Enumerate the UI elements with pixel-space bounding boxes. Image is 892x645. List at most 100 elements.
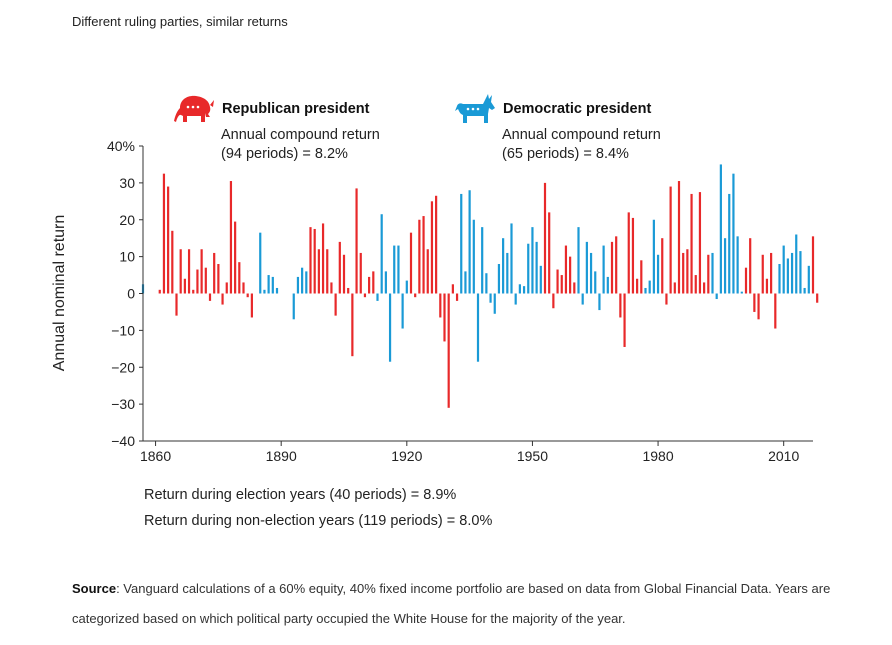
democratic-bar-1942 (497, 264, 501, 294)
republican-bar-1873 (208, 293, 212, 301)
x-tick-label-1860: 1860 (140, 448, 171, 464)
source-label: Source (72, 581, 117, 596)
republican-bar-1956 (556, 269, 559, 294)
democratic-bar-1893 (292, 293, 295, 320)
y-tick-label-4: 0 (127, 286, 135, 302)
republican-bar-1863 (167, 186, 170, 294)
republican-bar-1899 (317, 249, 320, 294)
republican-bar-1926 (430, 201, 434, 294)
democratic-bar-1996 (723, 238, 727, 294)
republican-bar-1924 (422, 216, 425, 294)
republican-bar-1960 (573, 282, 576, 294)
republican-bar-1872 (204, 267, 207, 294)
democratic-bar-2015 (803, 287, 806, 294)
democratic-bar-1913 (376, 293, 379, 301)
democratic-bar-1950 (531, 227, 534, 294)
democratic-bar-1934 (464, 271, 467, 294)
republican-bar-1957 (560, 275, 563, 294)
democratic-bar-1965 (594, 271, 597, 294)
democratic-bar-1918 (397, 245, 400, 294)
y-tick-label-6: −20 (111, 359, 135, 375)
democratic-bar-1936 (472, 219, 475, 294)
republican-bar-1898 (313, 228, 316, 294)
republican-bar-2018 (816, 293, 819, 303)
x-tick-label-1920: 1920 (391, 448, 422, 464)
democratic-bar-1948 (522, 286, 526, 294)
republican-bar-1904 (338, 241, 341, 294)
republican-bar-1879 (234, 221, 237, 294)
republican-bar-1969 (610, 241, 614, 294)
y-tick-label-3: 10 (119, 249, 135, 265)
x-tick-label-1890: 1890 (266, 448, 297, 464)
democratic-bar-1995 (719, 164, 722, 294)
republican-bar-1909 (359, 252, 362, 294)
republican-bar-2007 (770, 252, 773, 294)
democratic-bar-1944 (506, 252, 509, 294)
democratic-bar-1933 (460, 193, 463, 294)
democratic-bar-1917 (393, 245, 396, 294)
democratic-bar-1952 (539, 265, 542, 294)
republican-bar-2003 (753, 293, 756, 312)
republican-bar-1990 (698, 192, 702, 294)
republican-bar-1922 (414, 293, 417, 298)
republican-bar-1880 (238, 262, 241, 294)
page-title: Different ruling parties, similar return… (72, 14, 288, 29)
republican-bar-2006 (765, 278, 769, 294)
democratic-bar-1939 (485, 273, 488, 294)
democratic-bar-1968 (606, 276, 609, 294)
republican-bar-1973 (627, 212, 630, 294)
democratic-bar-2012 (790, 252, 794, 294)
democratic-bar-1949 (527, 243, 530, 294)
republican-bar-1988 (690, 193, 693, 294)
republican-bar-1874 (213, 252, 216, 294)
republican-bar-2004 (757, 293, 760, 320)
democratic-bar-1935 (468, 190, 471, 294)
republican-bar-1953 (543, 182, 547, 294)
legend-republican-label: Republican president (222, 101, 370, 117)
x-tick-label-1950: 1950 (517, 448, 548, 464)
republican-bar-1921 (409, 232, 413, 294)
republican-bar-1905 (342, 254, 346, 294)
republican-bar-1906 (347, 287, 350, 294)
republican-bar-1861 (158, 289, 161, 294)
democratic-bar-1947 (518, 284, 521, 294)
republican-bar-2001 (744, 267, 748, 294)
democratic-bar-1943 (502, 238, 505, 294)
democratic-bar-1937 (476, 293, 480, 362)
democratic-bar-2009 (778, 264, 781, 294)
democratic-bar-1977 (644, 287, 647, 294)
democratic-bar-1941 (493, 293, 496, 314)
republican-bar-1974 (631, 217, 635, 294)
republican-bar-2017 (811, 236, 815, 294)
democratic-bar-1980 (656, 254, 660, 294)
democratic-bar-1962 (581, 293, 584, 305)
democratic-bar-1895 (301, 267, 304, 294)
republican-bar-1923 (418, 219, 421, 294)
republican-bar-1927 (435, 195, 438, 294)
democratic-bar-1920 (405, 280, 408, 294)
republican-bar-2005 (761, 254, 764, 294)
donkey-icon (455, 94, 495, 123)
republican-bar-1929 (443, 293, 446, 342)
republican-bar-1908 (355, 188, 358, 294)
democratic-bar-1938 (481, 227, 484, 294)
republican-bar-1930 (447, 293, 450, 408)
republican-bar-1910 (363, 293, 367, 298)
legend-republican-stat-line2: (94 periods) = 8.2% (221, 146, 348, 162)
democratic-bar-2000 (740, 291, 743, 294)
republican-bar-1928 (439, 293, 442, 318)
note-non-election-years: Return during non-election years (119 pe… (144, 513, 493, 529)
republican-bar-1870 (196, 269, 199, 294)
legend-democratic-label: Democratic president (503, 101, 652, 117)
democratic-bar-1945 (510, 223, 513, 294)
democratic-bar-1978 (648, 280, 651, 294)
republican-bar-1864 (171, 230, 174, 294)
republican-bar-1912 (372, 271, 375, 294)
bar-group (141, 164, 819, 408)
republican-bar-1981 (661, 238, 664, 294)
republican-bar-1982 (665, 293, 668, 305)
republican-bar-1878 (229, 181, 233, 294)
democratic-bar-1894 (296, 276, 300, 294)
